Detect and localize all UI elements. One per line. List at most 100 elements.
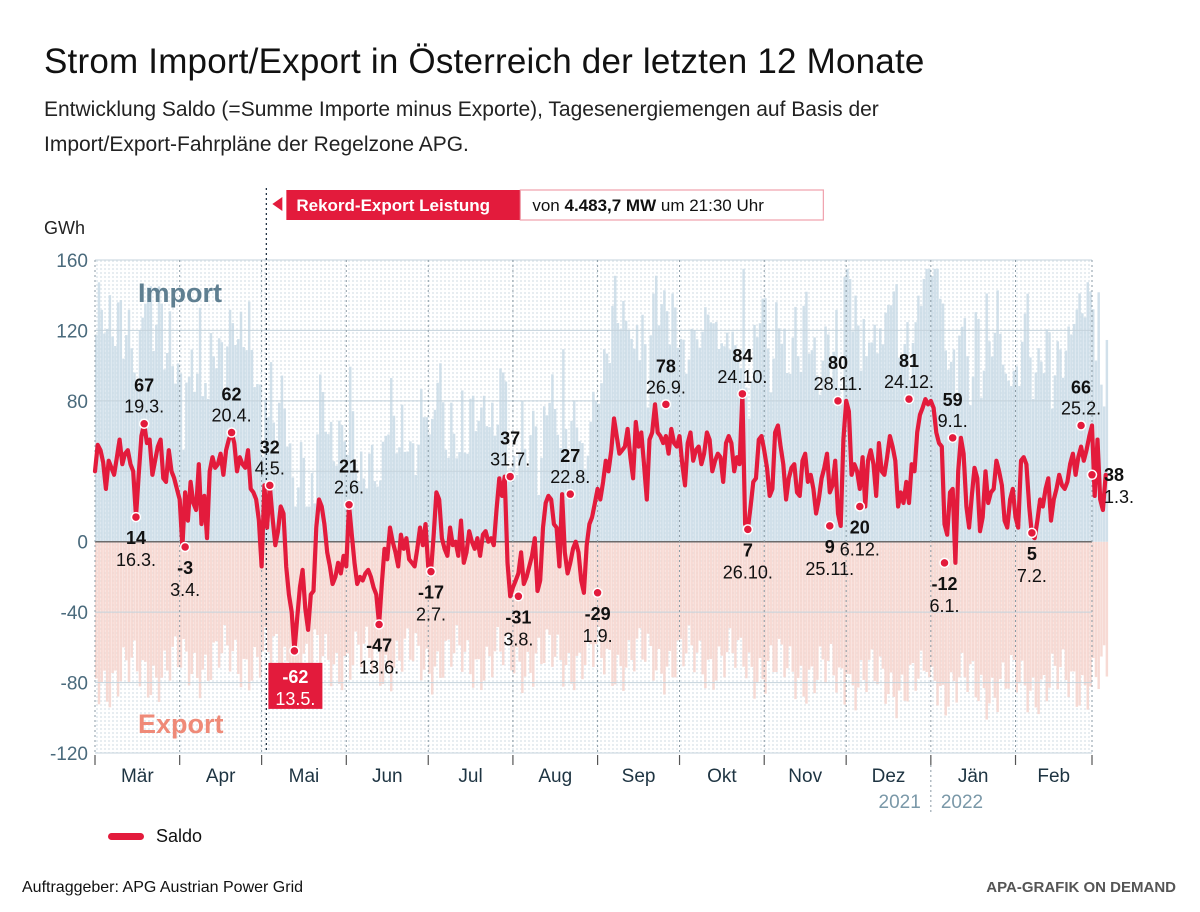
- export-bar: [810, 541, 814, 667]
- export-bar: [185, 541, 188, 652]
- import-bar: [116, 302, 120, 542]
- export-bar: [368, 541, 371, 658]
- export-bar: [878, 541, 882, 657]
- year-label-2022: 2022: [941, 792, 983, 813]
- import-bar: [299, 442, 303, 542]
- export-bar: [245, 541, 248, 660]
- import-bar: [204, 383, 207, 542]
- import-bar: [392, 415, 396, 542]
- y-tick-label: 160: [56, 251, 88, 272]
- import-bar: [100, 309, 103, 542]
- export-bar: [949, 541, 953, 673]
- export-bar: [802, 541, 805, 697]
- import-bar: [1031, 398, 1035, 542]
- import-bar: [999, 333, 1002, 542]
- export-bar: [501, 541, 505, 666]
- import-bar: [365, 488, 368, 542]
- import-bar: [504, 381, 508, 542]
- export-bar: [220, 541, 224, 654]
- export-bar: [444, 541, 448, 641]
- import-bar: [600, 383, 603, 542]
- data-point-marker: [742, 524, 754, 535]
- import-bar: [868, 342, 871, 542]
- y-axis: 160 120 80 0 -40 -80 -120: [50, 251, 88, 765]
- import-bar: [278, 402, 281, 542]
- export-bar: [485, 541, 489, 647]
- data-label-date: 20.4.: [212, 406, 252, 426]
- import-bar: [335, 465, 338, 542]
- export-bar: [930, 541, 934, 667]
- import-bar: [747, 418, 751, 542]
- import-bar: [288, 443, 292, 542]
- export-bar: [149, 541, 153, 696]
- import-bar: [245, 350, 248, 542]
- export-bar: [1023, 541, 1027, 686]
- import-bar: [220, 342, 224, 542]
- import-bar: [805, 291, 808, 542]
- y-tick-label: 0: [77, 533, 88, 554]
- import-bar: [570, 420, 573, 542]
- export-bar: [908, 541, 912, 665]
- export-bar: [209, 541, 213, 680]
- data-label-value: -3: [177, 558, 193, 578]
- import-bar: [761, 298, 764, 542]
- export-bar: [482, 541, 486, 681]
- import-bar: [936, 268, 939, 542]
- export-bar: [859, 541, 863, 660]
- import-bar: [308, 506, 311, 542]
- export-bar: [1081, 541, 1084, 676]
- import-bar: [152, 350, 155, 542]
- import-bar: [441, 402, 445, 542]
- data-point-marker: [592, 587, 603, 599]
- export-bar: [783, 541, 786, 678]
- import-bar: [818, 394, 822, 542]
- export-bar: [1015, 541, 1018, 693]
- export-bar: [881, 541, 885, 669]
- data-label-date: 24.10.: [717, 367, 767, 387]
- import-bar: [835, 309, 838, 542]
- export-bar: [745, 541, 748, 679]
- import-bar: [217, 338, 221, 542]
- export-bar: [526, 541, 530, 652]
- import-bar: [114, 346, 117, 542]
- export-bar: [884, 541, 887, 704]
- export-bar: [275, 541, 278, 634]
- export-bar: [919, 541, 923, 651]
- data-label-date: 4.5.: [255, 458, 285, 478]
- import-bar: [269, 362, 273, 542]
- import-bar: [944, 350, 947, 542]
- import-bar: [949, 361, 953, 542]
- export-bar: [1078, 541, 1081, 706]
- import-bar: [532, 410, 535, 542]
- import-bar: [357, 480, 360, 542]
- chart-subtitle-line-1: Entwicklung Saldo (=Summe Importe minus …: [44, 98, 879, 121]
- export-bar: [439, 541, 442, 678]
- data-label-date: 13.5.: [275, 689, 315, 709]
- x-axis: Mär Apr Mai Jun Jul Aug Sep Okt Nov Dez Jän Feb 2021…: [94, 755, 1093, 813]
- import-bar: [362, 478, 366, 542]
- import-bar: [1020, 341, 1024, 542]
- export-bar: [452, 541, 456, 654]
- export-bar: [958, 541, 961, 678]
- data-label-date: 1.3.: [1104, 487, 1134, 507]
- export-bar: [1075, 541, 1079, 707]
- data-label-date: 24.12.: [884, 372, 934, 392]
- import-bar: [193, 391, 196, 542]
- export-bar: [971, 541, 975, 661]
- export-bar: [1097, 541, 1100, 690]
- export-bar: [196, 541, 199, 679]
- export-bar: [630, 541, 633, 661]
- export-bar: [201, 541, 204, 670]
- import-bar: [354, 472, 357, 542]
- export-bar: [895, 541, 898, 719]
- export-bar: [370, 541, 374, 674]
- export-bar: [540, 541, 543, 665]
- export-bar: [204, 541, 207, 655]
- data-label-date: 3.4.: [170, 580, 200, 600]
- import-bar: [491, 402, 494, 542]
- export-bar: [753, 541, 756, 699]
- export-bar: [466, 541, 469, 641]
- export-bar: [395, 541, 398, 641]
- import-bar: [941, 303, 945, 542]
- data-label-date: 3.8.: [503, 629, 533, 649]
